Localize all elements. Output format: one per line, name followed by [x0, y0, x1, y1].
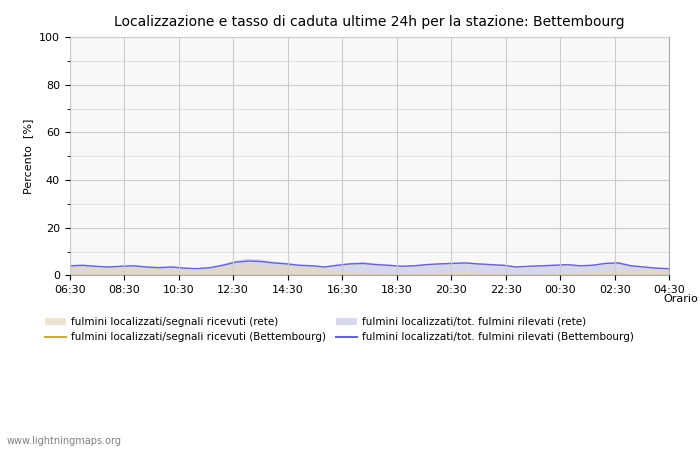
Text: www.lightningmaps.org: www.lightningmaps.org	[7, 436, 122, 446]
X-axis label: Orario: Orario	[664, 294, 699, 304]
Title: Localizzazione e tasso di caduta ultime 24h per la stazione: Bettembourg: Localizzazione e tasso di caduta ultime …	[114, 15, 624, 29]
Y-axis label: Percento  [%]: Percento [%]	[24, 118, 34, 194]
Legend: fulmini localizzati/segnali ricevuti (rete), fulmini localizzati/segnali ricevut: fulmini localizzati/segnali ricevuti (re…	[41, 313, 638, 346]
